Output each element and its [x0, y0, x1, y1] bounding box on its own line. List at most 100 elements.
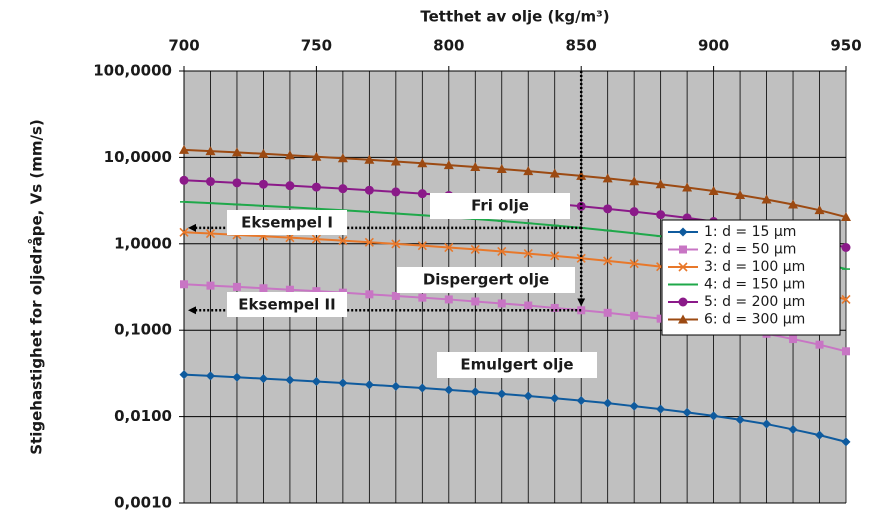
marker	[179, 175, 189, 185]
marker	[285, 375, 295, 385]
marker	[550, 393, 560, 403]
marker	[629, 401, 639, 411]
y-tick-label: 0,0010	[114, 494, 172, 512]
marker	[679, 245, 687, 254]
marker	[258, 374, 268, 384]
marker	[842, 347, 850, 356]
marker	[179, 227, 189, 237]
example-box	[227, 210, 347, 235]
marker	[576, 201, 586, 211]
marker	[443, 160, 454, 170]
legend-box	[661, 219, 841, 336]
marker	[205, 177, 215, 187]
marker	[682, 182, 693, 192]
y-tick-label: 100,0000	[93, 62, 172, 80]
marker	[337, 153, 348, 163]
marker	[205, 146, 216, 156]
marker	[678, 262, 688, 272]
marker	[656, 210, 666, 220]
marker	[629, 207, 639, 217]
annotations: Eksempel I Eksempel II Fri olje Dispergert …	[188, 71, 597, 378]
marker	[788, 424, 798, 434]
annotation-box	[437, 352, 597, 378]
annotation-box	[430, 193, 570, 219]
marker	[603, 398, 613, 408]
marker	[284, 150, 295, 160]
y-tick-label: 0,1000	[114, 321, 172, 339]
marker	[603, 256, 613, 266]
marker	[678, 297, 688, 307]
x-tick-label: 800	[433, 37, 464, 55]
y-axis-title: Stigehastighet for oljedråpe, Vs (mm/s)	[28, 119, 46, 455]
marker	[391, 291, 400, 300]
marker	[364, 185, 374, 195]
marker	[311, 182, 321, 192]
marker	[629, 176, 640, 186]
marker	[497, 299, 506, 308]
marker	[471, 297, 480, 306]
marker	[338, 378, 348, 388]
series-line	[183, 373, 847, 443]
marker	[364, 237, 374, 247]
marker	[678, 227, 688, 237]
marker	[259, 284, 268, 293]
marker	[391, 239, 401, 249]
marker	[232, 178, 242, 188]
annotation: Dispergert olje	[423, 271, 549, 289]
marker	[762, 419, 772, 429]
marker	[418, 293, 427, 302]
example-label: Eksempel II	[238, 296, 335, 314]
marker	[285, 181, 295, 191]
marker	[841, 243, 851, 253]
marker	[523, 391, 533, 401]
x-tick-label: 750	[301, 37, 332, 55]
marker	[841, 437, 851, 447]
marker	[179, 144, 189, 154]
legend-label: 1: d = 15 µm	[704, 224, 796, 240]
marker	[364, 380, 374, 390]
example-box	[227, 292, 347, 317]
legend: 1: d = 15 µm 2: d = 50 µm3: d = 100 µm 4: …	[661, 219, 841, 336]
marker	[444, 242, 454, 253]
marker	[232, 372, 242, 382]
marker	[232, 282, 241, 291]
marker	[709, 411, 719, 421]
marker	[338, 236, 348, 246]
x-tick-label: 700	[168, 37, 199, 55]
marker	[602, 173, 613, 183]
marker	[814, 205, 825, 215]
marker	[735, 415, 745, 425]
marker	[417, 189, 427, 199]
marker	[417, 158, 428, 168]
marker	[678, 314, 688, 324]
marker	[470, 161, 481, 171]
legend-label: 3: d = 100 µm	[704, 259, 805, 275]
marker	[523, 249, 533, 259]
marker	[815, 340, 824, 349]
marker	[789, 335, 798, 344]
marker	[444, 295, 453, 304]
marker	[205, 371, 215, 381]
marker	[470, 387, 480, 397]
y-tick-label: 10,0000	[104, 148, 172, 166]
marker	[179, 370, 189, 380]
marker	[285, 285, 294, 294]
marker	[735, 190, 746, 200]
marker	[550, 251, 560, 261]
marker	[576, 253, 586, 263]
marker	[523, 166, 534, 176]
marker	[761, 194, 772, 204]
example-label: Eksempel I	[241, 214, 333, 232]
marker	[656, 314, 665, 323]
marker	[365, 290, 374, 299]
annotation: Emulgert olje	[460, 356, 573, 374]
marker	[524, 301, 533, 310]
marker	[312, 287, 321, 296]
annotation: Fri olje	[471, 197, 529, 215]
legend-label: 6: d = 300 µm	[704, 312, 805, 328]
marker	[656, 404, 666, 414]
marker	[630, 311, 639, 320]
marker	[231, 147, 242, 157]
marker	[180, 280, 188, 289]
